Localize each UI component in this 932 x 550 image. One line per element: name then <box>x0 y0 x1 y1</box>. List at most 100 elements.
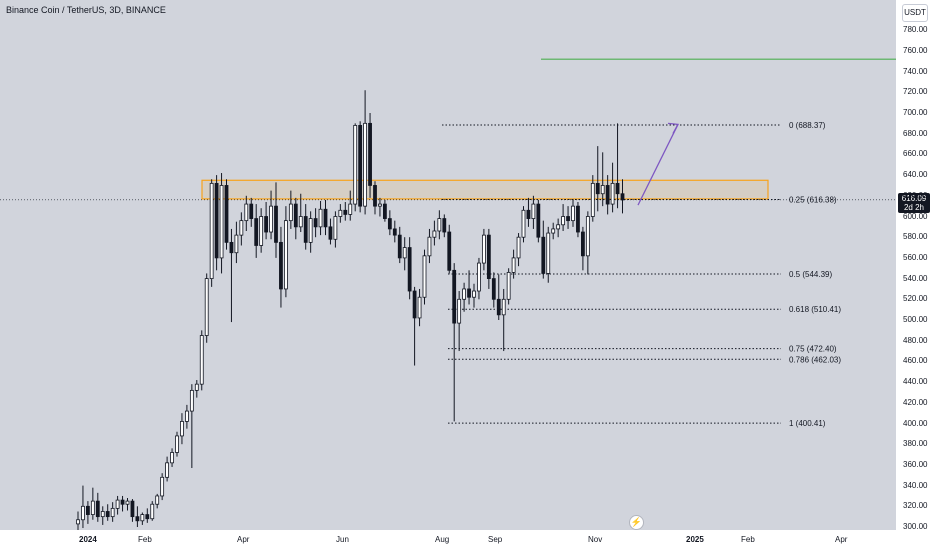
current-price-tag: 616.09 2d 2h <box>898 193 930 213</box>
candle-body <box>81 505 85 521</box>
price-tick-label: 640.00 <box>903 170 928 180</box>
candle-body <box>412 290 417 319</box>
candle-body <box>333 216 338 240</box>
candle-body <box>209 182 214 280</box>
candle-body <box>269 205 273 233</box>
candle-body <box>486 234 491 280</box>
candle-body <box>308 218 313 243</box>
time-axis[interactable] <box>0 530 896 550</box>
candle-body <box>432 230 437 238</box>
price-tick-label: 660.00 <box>903 149 928 159</box>
time-tick-label: Nov <box>588 535 603 544</box>
resistance-zone <box>201 179 769 200</box>
time-tick-label: Sep <box>488 535 503 544</box>
fib-level-label: 0.786 (462.03) <box>789 355 841 364</box>
candle-body <box>115 499 120 509</box>
candle-body <box>472 290 476 298</box>
candle-body <box>135 516 140 522</box>
candle-body <box>175 435 179 453</box>
candle-body <box>274 205 278 243</box>
candle-body <box>110 507 115 518</box>
candle-body <box>392 228 397 236</box>
candle-body <box>229 241 234 254</box>
candle-body <box>170 452 174 464</box>
candle-body <box>556 224 561 230</box>
candle-body <box>125 500 130 505</box>
fib-level-label: 0.5 (544.39) <box>789 270 832 279</box>
candle-body <box>105 511 110 518</box>
candle-body <box>264 216 269 233</box>
price-tick-label: 600.00 <box>903 211 928 221</box>
time-tick-label: Feb <box>138 535 152 544</box>
candle-body <box>259 216 264 246</box>
candle-body <box>194 383 199 391</box>
candle-body <box>437 218 442 232</box>
currency-badge[interactable]: USDT <box>902 4 928 22</box>
symbol-title[interactable]: Binance Coin / TetherUS, 3D, BINANCE <box>6 5 166 15</box>
candle-body <box>279 241 283 290</box>
candle-body <box>140 514 145 522</box>
price-tick-label: 400.00 <box>903 418 928 428</box>
candle-body <box>566 216 570 222</box>
price-tick-label: 580.00 <box>903 232 928 242</box>
candle-body <box>180 421 184 437</box>
candle-body <box>363 122 368 207</box>
candle-body <box>288 203 293 222</box>
tradingview-logo-icon[interactable]: ⚡ <box>629 515 644 530</box>
price-tick-label: 780.00 <box>903 25 928 35</box>
price-tick-label: 520.00 <box>903 294 928 304</box>
projection-arrow-line <box>637 124 679 206</box>
candle-body <box>506 271 511 300</box>
price-tick-label: 500.00 <box>903 315 928 324</box>
candle-body <box>318 208 323 228</box>
candle-body <box>130 500 135 518</box>
candle-body <box>95 500 100 518</box>
candle-body <box>600 185 605 195</box>
candle-body <box>462 288 467 300</box>
price-tick-label: 760.00 <box>903 45 928 55</box>
candle-body <box>239 220 244 236</box>
price-tick-label: 300.00 <box>903 522 928 531</box>
price-axis[interactable] <box>896 0 932 550</box>
time-tick-label: 2025 <box>686 535 704 544</box>
candle-body <box>90 500 95 515</box>
candle-body <box>571 205 575 222</box>
candle-body <box>561 216 565 226</box>
price-tick-label: 320.00 <box>903 501 928 511</box>
candle-body <box>283 220 288 290</box>
candle-body <box>86 505 90 515</box>
price-tick-label: 680.00 <box>903 128 928 138</box>
time-tick-label: Feb <box>741 535 755 544</box>
price-tick-label: 420.00 <box>903 397 928 407</box>
fib-level-label: 0.25 (616.38) <box>789 196 837 205</box>
candle-body <box>516 236 521 259</box>
current-price-value: 616.09 <box>901 194 927 203</box>
candle-body <box>551 228 556 234</box>
candle-body <box>214 182 219 259</box>
candle-body <box>160 476 165 497</box>
candle-body <box>199 335 204 385</box>
candle-body <box>452 269 457 324</box>
candle-body <box>358 125 363 207</box>
price-tick-label: 360.00 <box>903 459 928 469</box>
fib-level-label: 0.75 (472.40) <box>789 345 837 354</box>
price-tick-label: 480.00 <box>903 335 928 345</box>
candle-body <box>526 209 531 219</box>
candle-body <box>244 203 249 222</box>
candle-body <box>397 234 402 259</box>
candle-body <box>491 278 496 300</box>
candle-body <box>338 209 343 217</box>
candle-body <box>145 514 150 520</box>
candle-body <box>546 232 551 274</box>
candle-body <box>150 503 155 520</box>
candle-body <box>378 203 382 207</box>
candle-body <box>590 182 595 217</box>
price-tick-label: 720.00 <box>903 87 928 97</box>
candle-body <box>536 203 541 238</box>
candle-body <box>581 231 585 257</box>
candle-body <box>76 519 80 525</box>
candle-body <box>605 185 610 205</box>
price-tick-label: 740.00 <box>903 66 928 76</box>
bar-countdown: 2d 2h <box>903 203 925 212</box>
